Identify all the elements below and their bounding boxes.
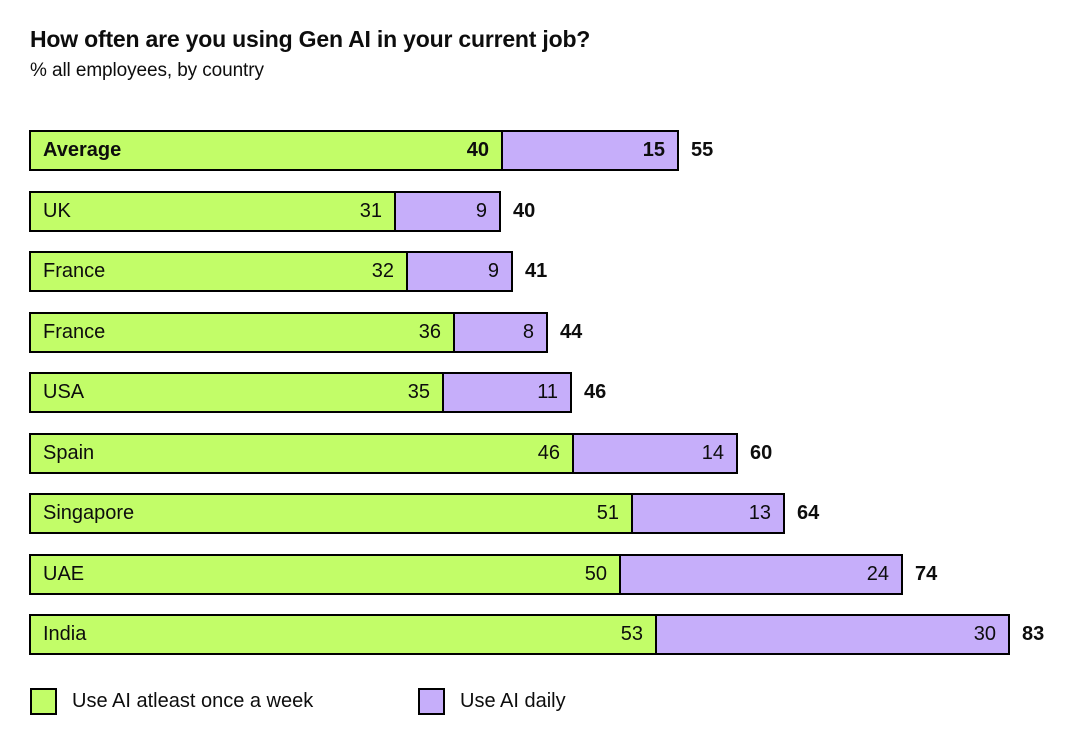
chart-header: How often are you using Gen AI in your c… [30,26,590,82]
bar-value-daily: 8 [522,320,534,343]
bar-row: UAE 50 24 74 [29,553,1044,595]
bar-segment-daily: 13 [631,493,785,534]
bar-row: Singapore 51 13 64 [29,493,1044,534]
bar-segment-weekly: USA 35 [29,372,444,413]
bar-segment-daily: 24 [619,553,903,595]
bar-value-daily: 9 [487,260,499,282]
bar-segment-daily: 30 [655,614,1010,655]
legend-swatch [418,688,445,715]
bar-segment-weekly: Spain 46 [29,432,574,474]
chart-title: How often are you using Gen AI in your c… [30,26,591,52]
bar-chart: Average 40 15 55 UK 31 9 40 France 32 9 41 France 36 8… [29,130,1044,655]
bar-segment-weekly: UAE 50 [29,553,621,595]
bar-row: France 36 8 44 [29,311,1044,353]
bar-row: Average 40 15 55 [29,130,1044,171]
bar-value-weekly: 50 [584,562,607,585]
bar-category-label: UK [43,199,71,222]
bar-segment-weekly: Average 40 [29,130,503,171]
bar-total-label: 74 [915,562,938,585]
bar-row: France 32 9 41 [29,251,1044,292]
bar-row: USA 35 11 46 [29,372,1044,413]
bar-segment-daily: 9 [394,190,501,232]
bar-row: UK 31 9 40 [29,190,1044,232]
bar-value-weekly: 31 [359,199,382,222]
bar-value-daily: 14 [701,441,724,464]
bar-total-label: 83 [1022,623,1045,645]
bar-segment-weekly: France 32 [29,251,408,292]
bar-segment-daily: 15 [501,130,679,171]
legend-label: Use AI atleast once a week [72,690,314,712]
bar-value-daily: 30 [973,623,996,645]
bar-category-label: USA [43,381,85,403]
chart-subtitle: % all employees, by country [30,60,264,81]
bar-value-daily: 13 [748,502,771,524]
bar-segment-daily: 8 [453,311,548,353]
bar-category-label: France [43,320,106,343]
bar-category-label: France [43,260,106,282]
bar-row: Spain 46 14 60 [29,432,1044,474]
bar-total-label: 46 [584,381,607,403]
chart-legend: Use AI atleast once a week Use AI daily [30,688,1062,716]
bar-total-label: 60 [750,441,773,464]
bar-total-label: 44 [560,320,583,343]
bar-category-label: Average [43,139,122,161]
bar-value-daily: 15 [642,139,665,161]
bar-total-label: 55 [691,139,714,161]
bar-segment-daily: 14 [572,432,738,474]
legend-item: Use AI daily [418,688,566,715]
legend-item: Use AI atleast once a week [30,688,313,715]
bar-segment-daily: 11 [442,372,572,413]
bar-total-label: 41 [525,260,548,282]
bar-category-label: UAE [43,562,85,585]
bar-segment-weekly: UK 31 [29,190,396,232]
bar-segment-weekly: Singapore 51 [29,493,633,534]
bar-value-daily: 24 [866,562,889,585]
bar-segment-weekly: France 36 [29,311,455,353]
bar-value-weekly: 46 [537,441,560,464]
bar-value-weekly: 32 [371,260,394,282]
bar-value-weekly: 51 [596,502,619,524]
bar-row: India 53 30 83 [29,614,1044,655]
legend-swatch [30,688,57,715]
legend-label: Use AI daily [460,690,566,712]
bar-value-weekly: 40 [466,139,489,161]
bar-segment-daily: 9 [406,251,513,292]
bar-value-daily: 9 [475,199,487,222]
bar-segment-weekly: India 53 [29,614,657,655]
bar-value-weekly: 35 [407,381,430,403]
bar-value-daily: 11 [537,381,558,403]
bar-category-label: India [43,623,87,645]
bar-value-weekly: 53 [620,623,643,645]
bar-total-label: 64 [797,502,820,524]
bar-value-weekly: 36 [418,320,441,343]
bar-total-label: 40 [513,199,536,222]
bar-category-label: Singapore [43,502,135,524]
bar-category-label: Spain [43,441,95,464]
